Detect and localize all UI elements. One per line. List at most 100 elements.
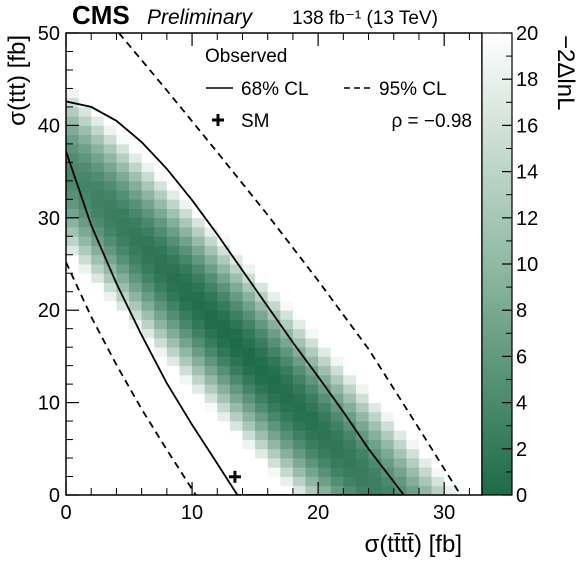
heatmap-cell [204, 384, 218, 394]
heatmap-cell [292, 227, 306, 237]
heatmap-cell [91, 411, 105, 422]
heatmap-cell [393, 245, 407, 256]
heatmap-cell [280, 421, 294, 431]
heatmap-cell [255, 125, 269, 136]
heatmap-cell [305, 421, 319, 431]
heatmap-cell [116, 310, 130, 320]
heatmap-cell [66, 328, 80, 339]
heatmap-cell [192, 273, 206, 283]
heatmap-cell [456, 79, 470, 89]
heatmap-cell [305, 328, 319, 339]
heatmap-cell [330, 143, 344, 154]
heatmap-cell [179, 476, 193, 487]
heatmap-cell [368, 467, 382, 477]
heatmap-cell [381, 208, 395, 219]
heatmap-cell [368, 476, 382, 487]
heatmap-cell [444, 125, 458, 136]
heatmap-cell [431, 402, 445, 413]
heatmap-cell [116, 245, 130, 256]
heatmap-cell [116, 356, 130, 367]
heatmap-cell [393, 300, 407, 311]
heatmap-cell [318, 421, 332, 431]
heatmap-cell [330, 273, 344, 283]
heatmap-cell [418, 134, 432, 145]
heatmap-cell [78, 402, 92, 413]
heatmap-cell [330, 153, 344, 163]
heatmap-cell [229, 116, 243, 126]
heatmap-cell [129, 300, 143, 311]
heatmap-cell [368, 33, 382, 43]
heatmap-cell [66, 485, 80, 495]
heatmap-cell [469, 273, 482, 283]
heatmap-cell [229, 448, 243, 459]
heatmap-cell [192, 282, 206, 293]
heatmap-cell [431, 337, 445, 348]
heatmap-cell [255, 153, 269, 163]
heatmap-cell [192, 245, 206, 256]
heatmap-cell [129, 199, 143, 209]
heatmap-cell [179, 180, 193, 191]
heatmap-cell [179, 402, 193, 413]
heatmap-cell [129, 337, 143, 348]
heatmap-cell [242, 402, 256, 413]
heatmap-cell [456, 125, 470, 136]
heatmap-cell [179, 384, 193, 394]
heatmap-cell [305, 162, 319, 172]
heatmap-cell [318, 190, 332, 200]
heatmap-cell [166, 282, 180, 293]
heatmap-cell [204, 439, 218, 450]
heatmap-cell [406, 319, 420, 330]
heatmap-cell [166, 467, 180, 477]
heatmap-cell [431, 476, 445, 487]
heatmap-cell [103, 384, 117, 394]
heatmap-cell [393, 106, 407, 117]
heatmap-cell [255, 171, 269, 182]
heatmap-cell [431, 485, 445, 495]
heatmap-cell [78, 467, 92, 477]
heatmap-cell [444, 97, 458, 108]
heatmap-cell [418, 430, 432, 440]
heatmap-cell [418, 485, 432, 495]
heatmap-cell [355, 171, 369, 182]
heatmap-cell [229, 273, 243, 283]
heatmap-cell [242, 217, 256, 228]
heatmap-cell [381, 180, 395, 191]
heatmap-cell [418, 448, 432, 459]
heatmap-cell [456, 337, 470, 348]
heatmap-cell [154, 134, 168, 145]
heatmap-cell [229, 97, 243, 108]
heatmap-cell [393, 430, 407, 440]
heatmap-cell [103, 106, 117, 117]
heatmap-cell [204, 116, 218, 126]
heatmap-cell [469, 300, 482, 311]
heatmap-cell [444, 365, 458, 376]
heatmap-cell [469, 328, 482, 339]
heatmap-cell [355, 430, 369, 440]
heatmap-cell [406, 60, 420, 71]
heatmap-cell [267, 467, 281, 477]
heatmap-cell [318, 162, 332, 172]
heatmap-cell [431, 171, 445, 182]
heatmap-cell [318, 439, 332, 450]
heatmap-cell [229, 337, 243, 348]
heatmap-cell [129, 264, 143, 274]
heatmap-cell [154, 374, 168, 385]
heatmap-cell [381, 476, 395, 487]
heatmap-cell [355, 199, 369, 209]
heatmap-cell [66, 476, 80, 487]
heatmap-cell [192, 393, 206, 403]
heatmap-cell [305, 199, 319, 209]
heatmap-cell [368, 245, 382, 256]
heatmap-cell [330, 106, 344, 117]
heatmap-cell [141, 69, 155, 80]
heatmap-cell [242, 42, 256, 52]
heatmap-cell [355, 60, 369, 71]
heatmap-cell [204, 79, 218, 89]
heatmap-cell [280, 190, 294, 200]
heatmap-cell [166, 208, 180, 219]
heatmap-cell [66, 162, 80, 172]
heatmap-cell [116, 300, 130, 311]
heatmap-cell [343, 264, 357, 274]
heatmap-cell [431, 384, 445, 394]
heatmap-cell [116, 60, 130, 71]
